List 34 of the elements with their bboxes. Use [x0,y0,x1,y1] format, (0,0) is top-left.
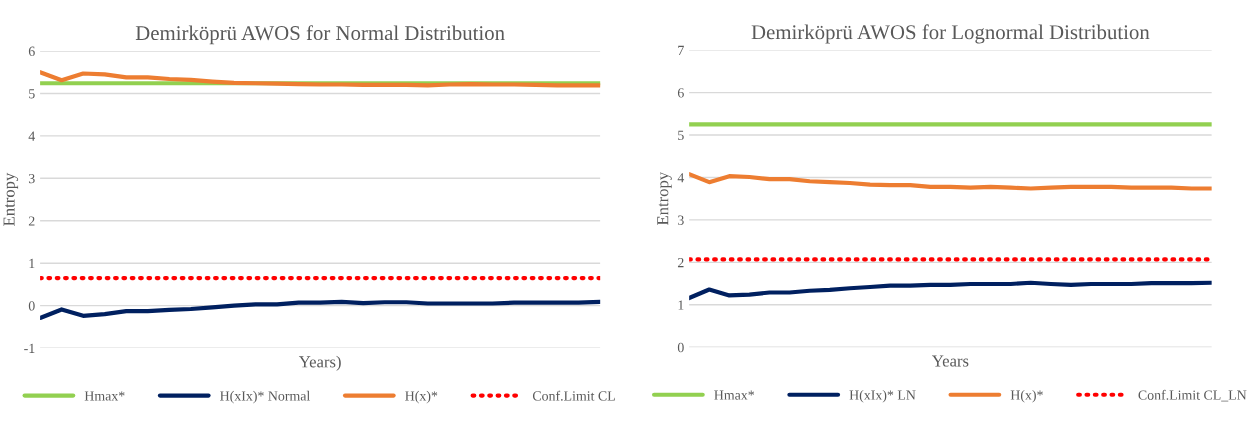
y-tick-label: 4 [28,131,36,141]
y-tick-label: 5 [29,89,35,99]
legend-label: H(x)* [405,390,438,404]
line-series [689,171,1212,191]
y-tick-label: 2 [677,257,684,268]
x-axis-title: Years [931,355,969,367]
y-axis-title: Entropy [657,171,672,226]
line-series [689,280,1212,301]
legend-label: Hmax* [84,391,125,401]
y-tick-label: 6 [677,88,684,98]
y-tick-label: 1 [678,300,684,310]
y-tick-label: 6 [28,46,35,56]
legend-label: H(xIx)* Normal [220,390,311,404]
y-axis-title: Entropy [3,172,19,226]
line-series [40,299,601,321]
y-tick-label: 7 [678,45,684,55]
y-tick-label: 5 [678,130,684,140]
y-tick-label: 3 [28,173,35,184]
x-axis-title: Years) [298,355,341,371]
legend-label: Conf.Limit CL [532,390,615,401]
chart-title: Demirköprü AWOS for Lognormal Distribution [751,24,1150,44]
chart-title: Demirköprü AWOS for Normal Distribution [135,25,505,45]
y-tick-label: 4 [677,173,685,183]
y-tick-label: 3 [678,215,684,225]
y-tick-label: 0 [677,342,684,353]
legend-label: Hmax* [714,390,755,400]
y-tick-label: 1 [29,258,35,269]
legend-label: Conf.Limit CL_LN [1138,389,1247,402]
y-tick-label: 2 [28,216,35,226]
legend-label: H(xIx)* LN [849,389,916,403]
line-series [40,70,601,88]
legend-label: H(x)* [1010,389,1043,403]
y-tick-label: 0 [28,301,35,311]
y-tick-label: -1 [24,343,35,353]
